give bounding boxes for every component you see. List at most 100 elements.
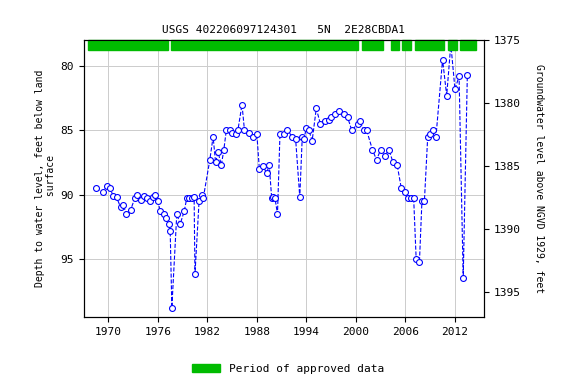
Point: [308, 137, 317, 144]
Point: [409, 195, 418, 202]
Point: [450, 86, 460, 92]
Point: [454, 73, 464, 79]
Point: [161, 215, 170, 221]
Point: [418, 198, 427, 204]
Point: [393, 162, 402, 168]
Point: [397, 185, 406, 191]
Point: [283, 127, 292, 133]
Point: [165, 228, 175, 234]
Point: [362, 127, 372, 133]
Point: [279, 131, 289, 137]
Point: [376, 147, 385, 153]
Point: [372, 157, 381, 163]
Point: [458, 275, 468, 281]
Point: [139, 193, 149, 199]
Point: [112, 194, 121, 200]
Point: [156, 208, 165, 214]
Point: [252, 131, 262, 137]
Point: [232, 131, 241, 137]
Point: [244, 130, 253, 136]
Point: [130, 195, 139, 202]
Point: [167, 305, 176, 311]
Point: [275, 131, 285, 137]
Point: [442, 93, 452, 99]
Point: [122, 211, 131, 217]
Point: [388, 159, 397, 166]
Point: [302, 125, 311, 131]
Point: [228, 130, 237, 136]
Point: [264, 162, 274, 168]
Point: [199, 195, 208, 202]
Point: [423, 134, 433, 140]
Point: [463, 72, 472, 78]
Point: [343, 114, 353, 121]
Point: [411, 256, 420, 262]
Point: [91, 185, 100, 191]
Bar: [402, 40, 411, 50]
Point: [176, 221, 185, 227]
Point: [269, 194, 278, 200]
Point: [335, 108, 344, 114]
Point: [217, 162, 226, 168]
Bar: [415, 40, 444, 50]
Bar: [88, 40, 168, 50]
Point: [151, 192, 160, 198]
Bar: [448, 40, 457, 50]
Point: [353, 121, 362, 127]
Point: [209, 134, 218, 140]
Point: [355, 118, 365, 124]
Point: [98, 189, 107, 195]
Bar: [391, 40, 399, 50]
Point: [298, 134, 307, 140]
Point: [431, 134, 441, 140]
Point: [211, 159, 220, 166]
Point: [295, 194, 304, 200]
Point: [137, 197, 146, 203]
Point: [182, 195, 191, 202]
Point: [347, 127, 357, 133]
Point: [190, 194, 199, 200]
Point: [248, 134, 257, 140]
Point: [172, 211, 181, 217]
Point: [415, 258, 424, 265]
Point: [148, 194, 157, 200]
Point: [339, 111, 348, 117]
Bar: [362, 40, 383, 50]
Bar: [460, 40, 476, 50]
Point: [145, 198, 154, 204]
Bar: [171, 40, 358, 50]
Point: [428, 127, 437, 133]
Point: [105, 185, 115, 191]
Point: [180, 208, 189, 214]
Point: [102, 182, 111, 189]
Point: [126, 207, 135, 213]
Point: [116, 204, 125, 210]
Point: [407, 195, 416, 202]
Point: [240, 127, 249, 133]
Point: [327, 114, 336, 121]
Point: [109, 193, 118, 199]
Point: [195, 198, 204, 204]
Point: [384, 147, 393, 153]
Point: [438, 56, 447, 63]
Point: [159, 211, 168, 217]
Point: [401, 189, 410, 195]
Point: [331, 111, 340, 117]
Point: [205, 157, 214, 163]
Point: [270, 195, 279, 202]
Legend: Period of approved data: Period of approved data: [188, 359, 388, 379]
Y-axis label: Groundwater level above NGVD 1929, feet: Groundwater level above NGVD 1929, feet: [535, 64, 544, 293]
Point: [237, 101, 247, 108]
Point: [316, 121, 325, 127]
Point: [187, 195, 196, 202]
Title: USGS 402206097124301   5N  2E28CBDA1: USGS 402206097124301 5N 2E28CBDA1: [162, 25, 405, 35]
Point: [119, 202, 128, 208]
Point: [359, 127, 369, 133]
Point: [321, 118, 330, 124]
Point: [219, 147, 229, 153]
Point: [273, 211, 282, 217]
Point: [214, 149, 223, 155]
Point: [142, 195, 151, 202]
Point: [258, 163, 267, 169]
Point: [222, 127, 231, 133]
